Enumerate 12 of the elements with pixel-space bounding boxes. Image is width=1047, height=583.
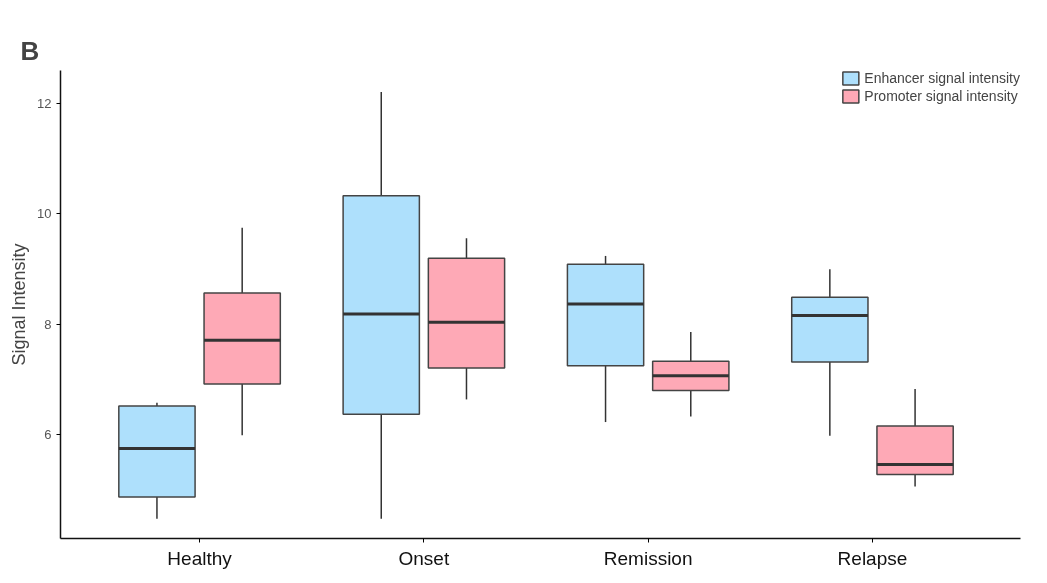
y-tick-label: 8 (44, 316, 52, 332)
y-tick-label: 12 (37, 96, 52, 112)
y-tick-label: 6 (44, 427, 52, 443)
chart-title: B (20, 35, 40, 66)
x-tick-label: Remission (603, 547, 693, 569)
y-axis-title: Signal Intensity (9, 243, 30, 366)
x-tick-label: Onset (398, 547, 450, 569)
x-tick-label: Healthy (167, 547, 233, 569)
x-tick-label: Relapse (837, 547, 908, 569)
y-tick-label: 10 (37, 206, 52, 222)
legend-label: Enhancer signal intensity (864, 70, 1020, 86)
legend-label: Promoter signal intensity (864, 88, 1018, 104)
